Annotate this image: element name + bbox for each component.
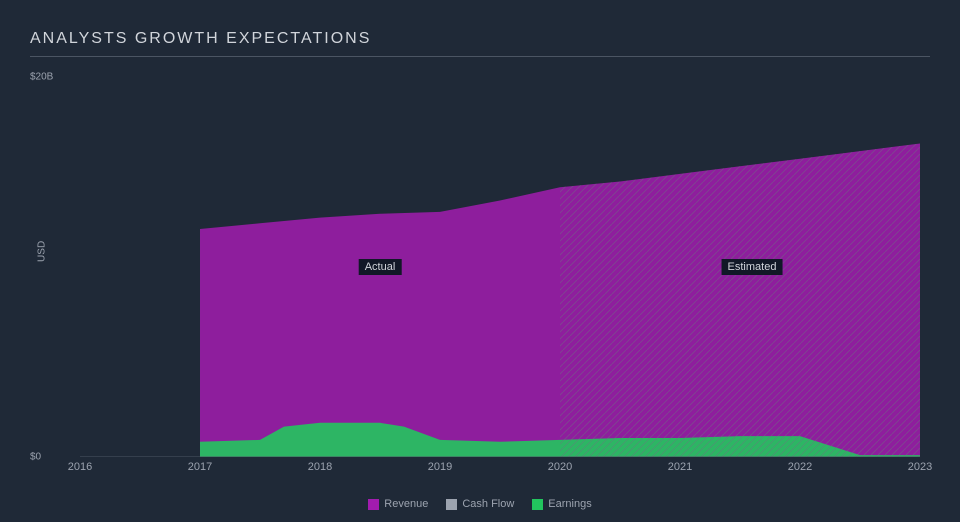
- chart-container: ANALYSTS GROWTH EXPECTATIONS USD $0$20B …: [0, 0, 960, 522]
- legend-label-cash_flow: Cash Flow: [462, 498, 514, 510]
- legend-swatch-cash_flow: [446, 499, 457, 510]
- x-axis-labels: 20162017201820192020202120222023: [80, 461, 920, 475]
- y-axis-unit: USD: [37, 241, 48, 262]
- revenue-area-estimated-hatch: [560, 142, 920, 457]
- y-tick-label: $20B: [30, 72, 53, 83]
- x-tick-label: 2018: [308, 461, 332, 473]
- legend-label-earnings: Earnings: [548, 498, 591, 510]
- chart-legend: Revenue Cash Flow Earnings: [0, 498, 960, 510]
- chart-title: ANALYSTS GROWTH EXPECTATIONS: [30, 30, 930, 57]
- legend-item-revenue: Revenue: [368, 498, 428, 510]
- legend-label-revenue: Revenue: [384, 498, 428, 510]
- x-tick-label: 2019: [428, 461, 452, 473]
- legend-swatch-revenue: [368, 499, 379, 510]
- x-tick-label: 2020: [548, 461, 572, 473]
- legend-item-earnings: Earnings: [532, 498, 591, 510]
- x-tick-label: 2021: [668, 461, 692, 473]
- x-tick-label: 2016: [68, 461, 92, 473]
- legend-swatch-earnings: [532, 499, 543, 510]
- y-tick-label: $0: [30, 452, 41, 463]
- x-tick-label: 2023: [908, 461, 932, 473]
- area-chart-svg: [80, 77, 920, 457]
- revenue-area-actual: [200, 187, 560, 457]
- legend-item-cash_flow: Cash Flow: [446, 498, 514, 510]
- x-tick-label: 2022: [788, 461, 812, 473]
- chart-plot-wrap: USD $0$20B ActualEstimated 2016201720182…: [80, 77, 920, 457]
- x-tick-label: 2017: [188, 461, 212, 473]
